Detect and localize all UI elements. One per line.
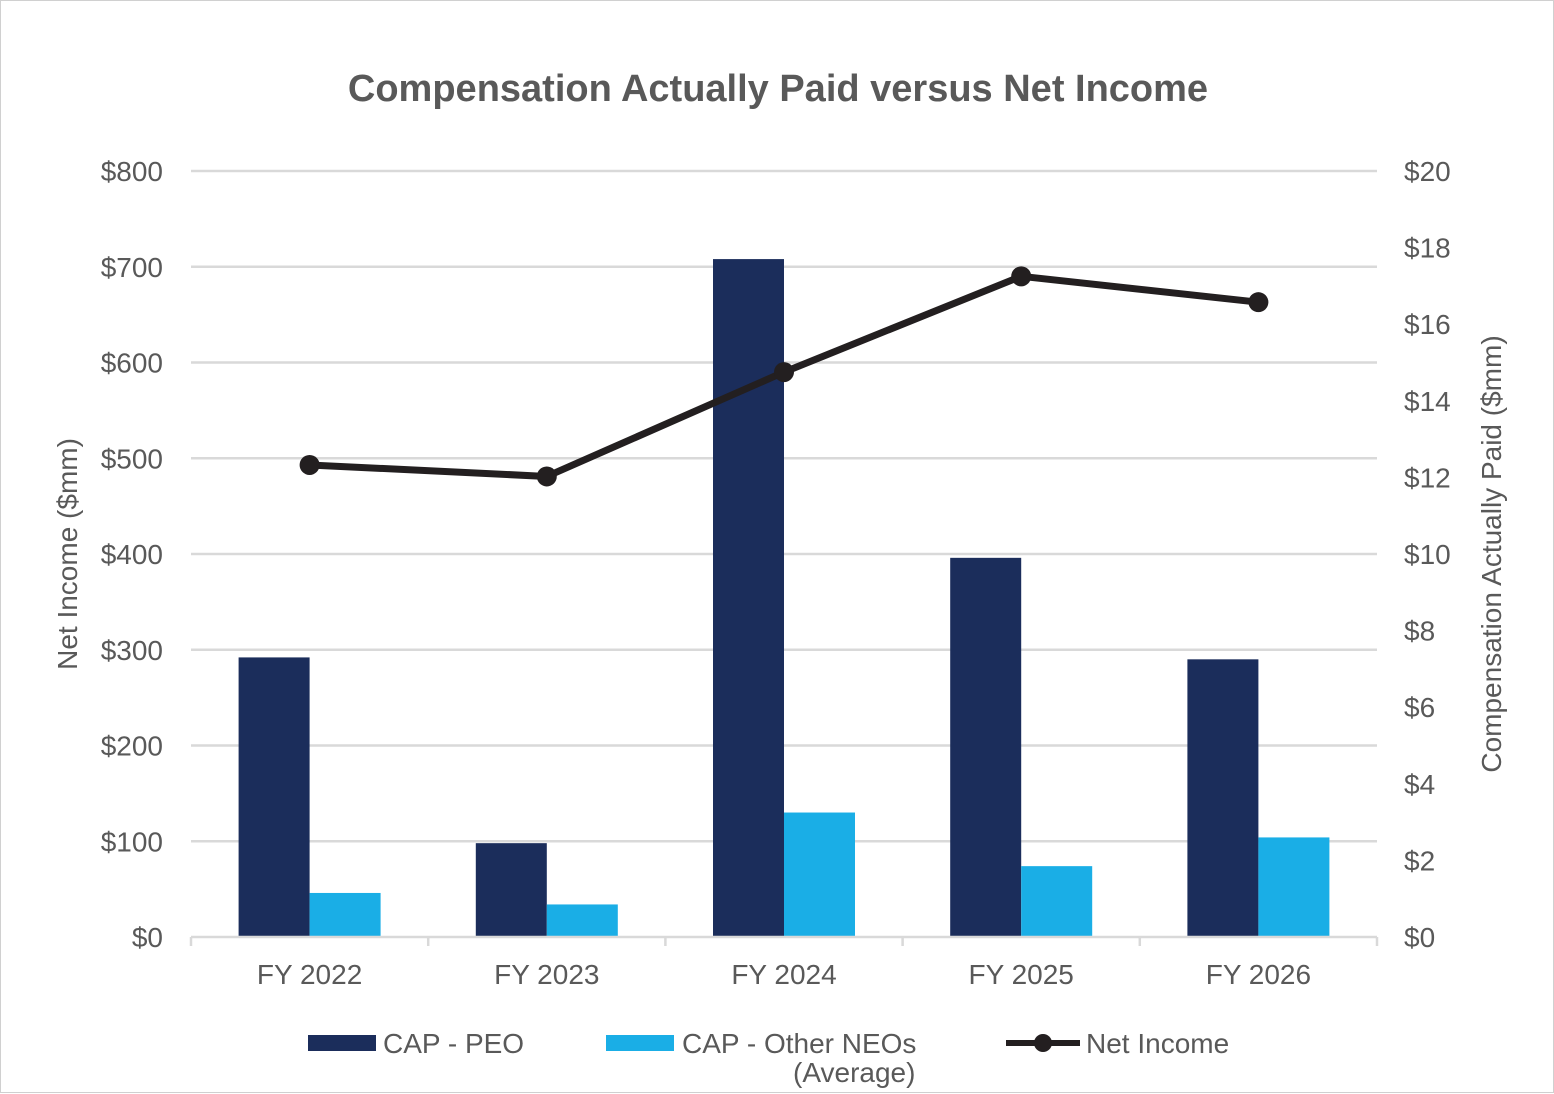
net-income-point — [536, 466, 557, 487]
y-right-tick-label: $20 — [1404, 156, 1451, 187]
bar-cap-peo — [1187, 659, 1259, 937]
y-axis-right-title: Compensation Actually Paid ($mm) — [1476, 335, 1507, 772]
bar-cap-peo — [713, 259, 784, 938]
y-left-tick-label: $800 — [101, 156, 163, 187]
y-right-tick-label: $2 — [1404, 845, 1435, 876]
bar-cap-other-neos — [309, 892, 381, 937]
x-tick-label: FY 2026 — [1206, 959, 1311, 990]
y-right-tick-label: $4 — [1404, 769, 1435, 800]
x-tick-label: FY 2023 — [494, 959, 599, 990]
y-left-tick-label: $400 — [101, 539, 163, 570]
y-right-tick-label: $8 — [1404, 616, 1435, 647]
bar-cap-peo — [475, 843, 547, 937]
bar-cap-other-neos — [546, 904, 618, 937]
bar-cap-peo — [950, 557, 1022, 937]
x-tick-label: FY 2024 — [731, 959, 836, 990]
y-right-tick-label: $18 — [1404, 233, 1451, 264]
y-right-tick-label: $6 — [1404, 692, 1435, 723]
y-axis-left-title: Net Income ($mm) — [52, 438, 83, 670]
bar-cap-peo — [238, 657, 310, 937]
bar-cap-other-neos — [1258, 837, 1330, 937]
bar-series — [238, 259, 1330, 938]
legend-label-other-neos: CAP - Other NEOs — [682, 1028, 916, 1059]
legend-swatch-peo — [308, 1035, 376, 1051]
x-tick-label: FY 2025 — [969, 959, 1074, 990]
y-left-tick-label: $0 — [132, 922, 163, 953]
y-right-tick-label: $12 — [1404, 462, 1451, 493]
y-left-tick-label: $600 — [101, 348, 163, 379]
y-axis-left: $0 $100 $200 $300 $400 $500 $600 $700 $800 — [101, 156, 163, 953]
legend-label-other-neos-average: (Average) — [793, 1057, 915, 1088]
legend: CAP - PEO CAP - Other NEOs (Average) Net… — [308, 1028, 1229, 1088]
bar-cap-other-neos — [1021, 866, 1093, 937]
x-tick-label: FY 2022 — [257, 959, 362, 990]
legend-label-net-income: Net Income — [1086, 1028, 1229, 1059]
x-axis: FY 2022 FY 2023 FY 2024 FY 2025 FY 2026 — [189, 935, 1379, 990]
legend-swatch-other-neos — [606, 1035, 674, 1051]
y-right-tick-label: $16 — [1404, 309, 1451, 340]
y-right-tick-label: $0 — [1404, 922, 1435, 953]
y-left-tick-label: $300 — [101, 635, 163, 666]
y-right-tick-label: $10 — [1404, 539, 1451, 570]
chart-title: Compensation Actually Paid versus Net In… — [348, 68, 1208, 110]
y-right-tick-label: $14 — [1404, 386, 1451, 417]
y-left-tick-label: $700 — [101, 252, 163, 283]
bar-cap-other-neos — [784, 812, 855, 937]
net-income-point — [1011, 266, 1032, 287]
legend-label-peo: CAP - PEO — [383, 1028, 524, 1059]
line-series — [299, 266, 1269, 487]
y-left-tick-label: $200 — [101, 731, 163, 762]
legend-marker-net-income — [1034, 1034, 1052, 1052]
y-left-tick-label: $100 — [101, 826, 163, 857]
net-income-point — [1248, 292, 1269, 313]
net-income-point — [774, 362, 794, 383]
net-income-point — [299, 454, 320, 475]
y-axis-right: $0 $2 $4 $6 $8 $10 $12 $14 $16 $18 $20 — [1404, 156, 1451, 953]
y-left-tick-label: $500 — [101, 443, 163, 474]
